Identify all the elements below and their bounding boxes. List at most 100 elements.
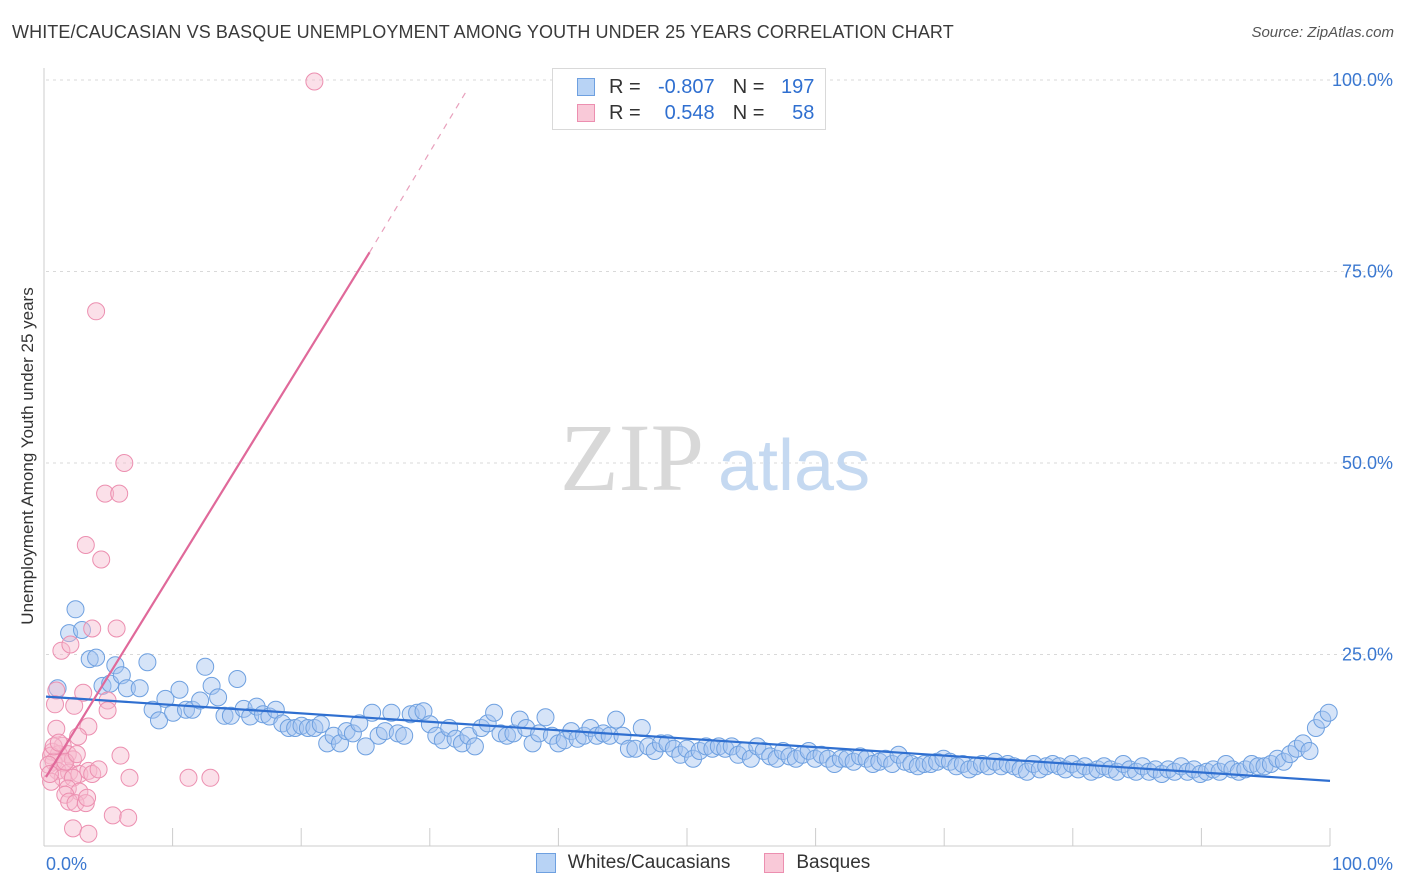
- point-whites: [1313, 710, 1332, 729]
- legend-row-basques: R = 0.548 N = 58: [577, 101, 814, 125]
- point-whites: [80, 650, 99, 669]
- trend-line-basques: [45, 251, 371, 778]
- tick-labels: 25.0% 50.0% 75.0% 100.0% 0.0% 100.0%: [46, 70, 1393, 874]
- legend-r-label: R =: [609, 75, 641, 98]
- point-whites: [196, 657, 215, 676]
- point-whites: [150, 711, 168, 730]
- point-basques: [61, 635, 80, 654]
- trend-line-basques-extension: [369, 87, 469, 253]
- point-basques: [89, 760, 108, 779]
- point-whites: [395, 726, 414, 745]
- point-basques: [119, 808, 138, 827]
- point-basques: [201, 768, 220, 787]
- y-tick-label: 100.0%: [1332, 70, 1393, 90]
- point-whites: [555, 731, 574, 750]
- watermark-zip: ZIP: [560, 404, 704, 511]
- point-basques: [66, 794, 85, 813]
- point-basques: [83, 619, 102, 638]
- point-whites: [191, 691, 210, 710]
- y-tick-label: 50.0%: [1342, 453, 1393, 473]
- point-whites: [143, 700, 162, 719]
- point-basques: [78, 788, 97, 807]
- point-whites: [420, 715, 439, 734]
- point-whites: [536, 708, 555, 727]
- point-whites: [202, 676, 221, 695]
- point-basques: [52, 641, 71, 660]
- point-basques: [87, 302, 106, 321]
- point-basques: [115, 454, 134, 472]
- legend-n-label: N =: [732, 101, 765, 124]
- point-whites: [130, 679, 149, 698]
- point-whites: [209, 688, 228, 707]
- point-whites: [117, 679, 136, 698]
- point-whites: [1274, 752, 1293, 771]
- point-whites: [382, 703, 401, 722]
- point-whites: [170, 680, 189, 699]
- point-basques: [47, 719, 66, 738]
- point-basques: [179, 768, 198, 787]
- axes: [43, 68, 1331, 847]
- point-whites: [350, 714, 369, 733]
- point-whites: [87, 648, 106, 667]
- legend: R = -0.807 N = 197 R = 0.548 N = 58: [552, 68, 826, 130]
- point-basques: [98, 701, 117, 720]
- trend-line-whites: [45, 695, 1331, 782]
- point-whites: [889, 745, 908, 764]
- watermark-atlas: atlas: [718, 426, 870, 506]
- point-basques: [305, 72, 324, 91]
- y-tick-label: 25.0%: [1342, 645, 1393, 665]
- point-whites: [600, 726, 619, 745]
- point-whites: [1294, 734, 1312, 753]
- point-basques: [47, 681, 66, 700]
- point-basques: [92, 550, 111, 569]
- bottom-legend-swatch-basques: [764, 853, 785, 873]
- point-whites: [684, 749, 703, 768]
- point-basques: [46, 695, 64, 714]
- point-basques: [103, 806, 122, 825]
- bottom-legend-label-basques: Basques: [796, 852, 871, 873]
- bottom-legend-whites: Whites/Caucasians: [535, 852, 731, 874]
- legend-r-value-whites: -0.807: [657, 75, 715, 98]
- legend-r-value-basques: 0.548: [664, 101, 715, 124]
- bottom-legend-swatch-whites: [535, 853, 556, 873]
- point-whites: [1300, 742, 1319, 760]
- point-basques: [96, 484, 115, 503]
- point-whites: [66, 600, 85, 619]
- series-whites: [48, 600, 1338, 783]
- legend-n-label: N =: [732, 75, 765, 98]
- point-basques: [111, 746, 130, 765]
- x-tick-label-max: 100.0%: [1332, 854, 1393, 874]
- point-basques: [74, 683, 93, 702]
- trend-lines: [45, 87, 1331, 782]
- point-basques: [65, 696, 84, 715]
- legend-swatch-basques: [577, 104, 595, 122]
- point-whites: [356, 737, 375, 756]
- point-whites: [138, 653, 157, 672]
- point-basques: [67, 745, 86, 764]
- point-basques: [120, 768, 139, 787]
- point-basques: [79, 824, 98, 843]
- source-label: Source: ZipAtlas.com: [1251, 24, 1394, 41]
- point-whites: [619, 739, 638, 758]
- point-whites: [1319, 703, 1338, 722]
- y-tick-label: 75.0%: [1342, 262, 1393, 282]
- point-whites: [228, 670, 247, 688]
- point-whites: [414, 702, 433, 721]
- point-whites: [318, 734, 337, 753]
- point-whites: [607, 710, 626, 729]
- bottom-legend: Whites/Caucasians Basques: [0, 852, 1406, 874]
- point-basques: [83, 765, 102, 783]
- point-whites: [523, 734, 542, 753]
- x-tick-label-min: 0.0%: [46, 854, 87, 874]
- point-whites: [369, 726, 388, 745]
- point-whites: [472, 719, 491, 737]
- point-basques: [110, 484, 129, 503]
- point-whites: [465, 737, 484, 756]
- chart-title: WHITE/CAUCASIAN VS BASQUE UNEMPLOYMENT A…: [12, 22, 954, 42]
- point-whites: [632, 719, 651, 737]
- point-basques: [40, 765, 59, 783]
- legend-row-whites: R = -0.807 N = 197: [577, 75, 814, 99]
- legend-n-value-basques: 58: [792, 101, 815, 124]
- bottom-legend-label-whites: Whites/Caucasians: [567, 852, 731, 873]
